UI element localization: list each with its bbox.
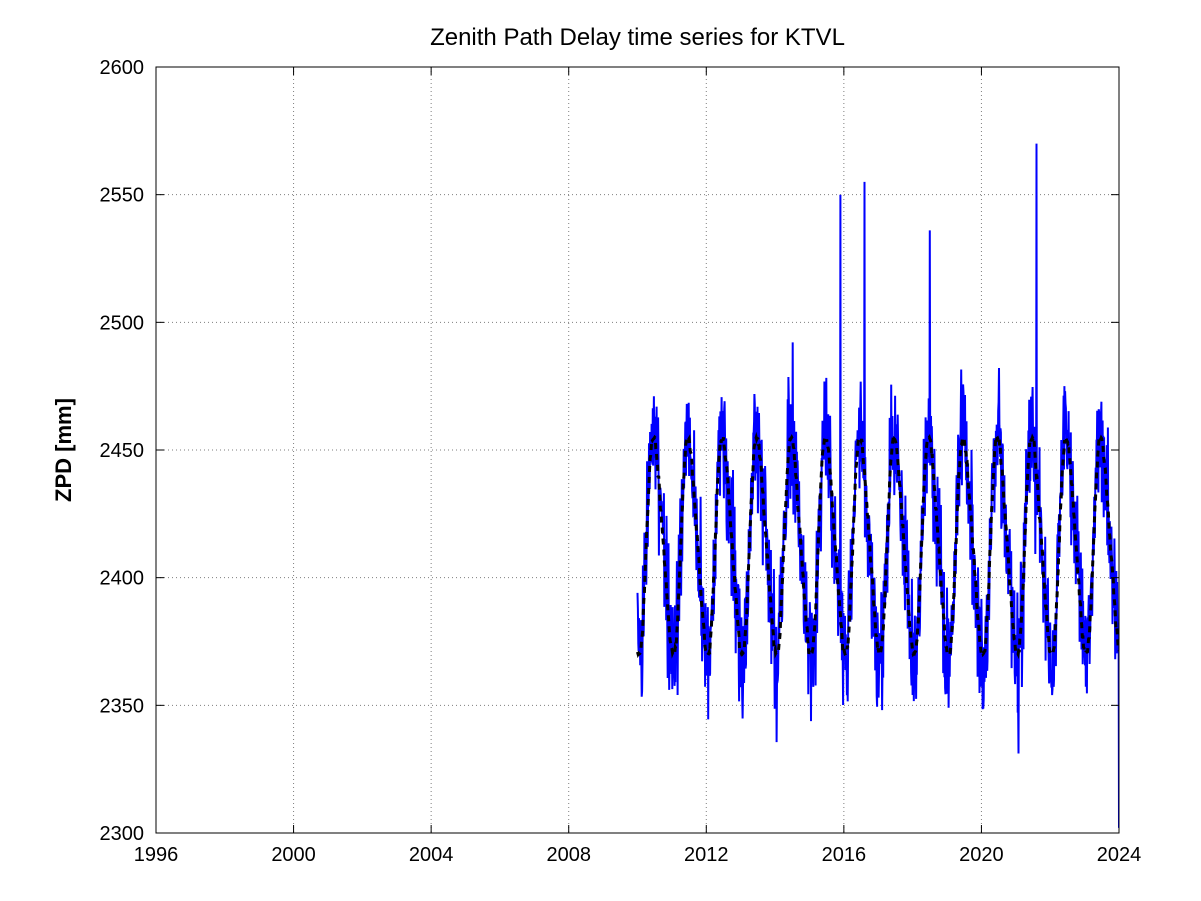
y-tick-label: 2500 <box>100 312 145 334</box>
zpd-timeseries-chart: 1996 2000 2004 2008 2012 2016 2020 2024 2300 2350… <box>0 0 1201 901</box>
x-tick-label: 2000 <box>271 844 316 866</box>
x-tick-label: 2020 <box>959 844 1004 866</box>
chart-svg: 1996 2000 2004 2008 2012 2016 2020 2024 2300 2350… <box>0 0 1201 901</box>
x-tick-label: 2004 <box>409 844 454 866</box>
y-tick-label: 2550 <box>100 185 145 207</box>
y-axis-label: ZPD [mm] <box>51 398 76 502</box>
y-tick-label: 2450 <box>100 440 145 462</box>
x-tick-label: 2016 <box>822 844 867 866</box>
x-tick-label: 2008 <box>546 844 591 866</box>
y-tick-label: 2400 <box>100 568 145 590</box>
x-tick-label: 2024 <box>1097 844 1142 866</box>
y-tick-label: 2350 <box>100 695 145 717</box>
x-tick-label: 2012 <box>684 844 729 866</box>
y-tick-label: 2300 <box>100 823 145 845</box>
y-tick-label: 2600 <box>100 57 145 79</box>
x-tick-label: 1996 <box>134 844 179 866</box>
chart-title: Zenith Path Delay time series for KTVL <box>430 24 845 51</box>
